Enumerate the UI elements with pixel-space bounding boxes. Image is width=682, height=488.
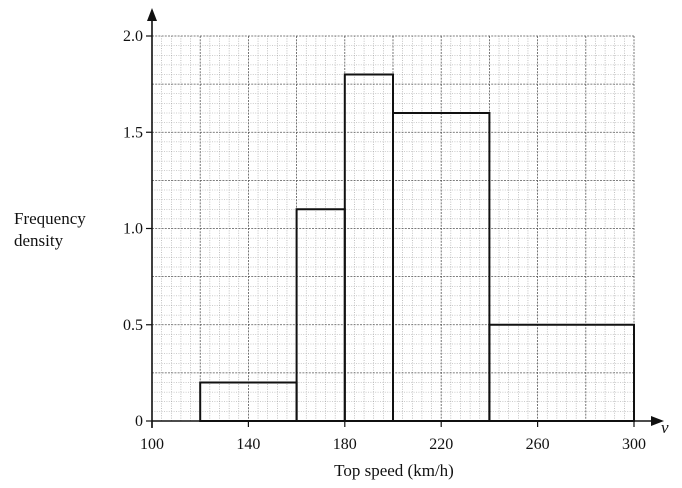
y-tick-label: 2.0 <box>123 28 143 45</box>
y-axis-label-line-2: density <box>14 231 64 250</box>
x-axis-label: Top speed (km/h) <box>334 461 454 480</box>
y-axis-arrow <box>147 8 157 21</box>
x-tick-labels: 100 140 180 220 260 300 <box>140 436 646 453</box>
x-variable-label: v <box>661 418 669 437</box>
x-tick-label: 220 <box>429 436 453 453</box>
y-tick-labels: 0 0.5 1.0 1.5 2.0 <box>123 28 143 430</box>
y-axis-label: Frequency density <box>14 208 86 252</box>
x-tick-label: 140 <box>236 436 260 453</box>
x-tick-label: 260 <box>526 436 550 453</box>
axes <box>146 8 664 428</box>
x-tick-label: 300 <box>622 436 646 453</box>
y-axis-label-line-1: Frequency <box>14 209 86 228</box>
y-tick-label: 0.5 <box>123 317 143 334</box>
x-tick-label: 180 <box>333 436 357 453</box>
y-tick-label: 1.5 <box>123 124 143 141</box>
y-tick-label: 1.0 <box>123 221 143 238</box>
x-tick-label: 100 <box>140 436 164 453</box>
y-tick-label: 0 <box>135 413 143 430</box>
x-axis-arrow <box>651 416 664 426</box>
